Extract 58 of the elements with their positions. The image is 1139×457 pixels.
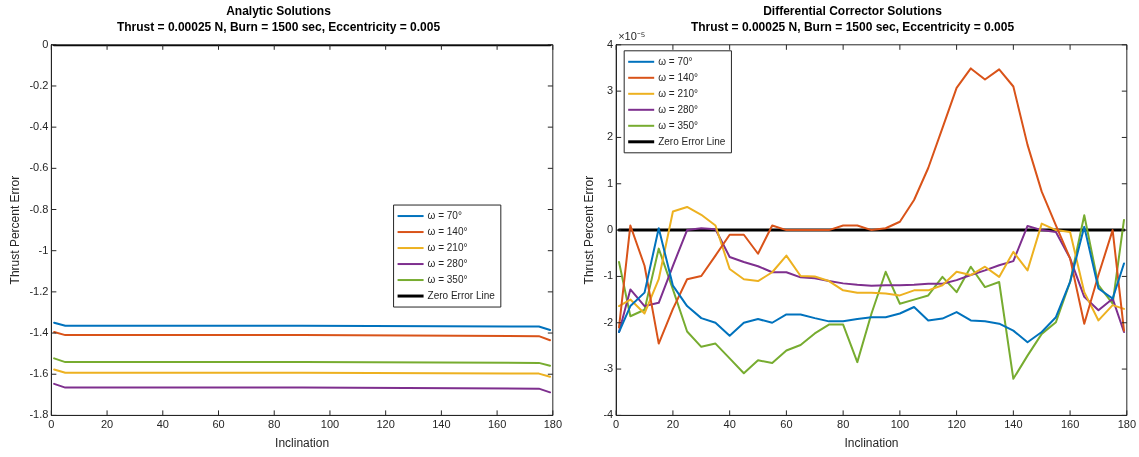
- legend-label: ω = 350°: [427, 273, 468, 285]
- legend-label: ω = 210°: [427, 241, 468, 253]
- y-tick-label: -1.6: [29, 367, 49, 380]
- x-tick-label: 80: [268, 418, 281, 431]
- x-tick-label: 140: [1004, 418, 1023, 431]
- legend-label: Zero Error Line: [427, 289, 496, 301]
- y-tick-label: -0.8: [29, 202, 49, 215]
- text: ×10⁻⁵: [618, 30, 646, 43]
- y-tick-label: 0: [607, 223, 614, 236]
- x-tick-label: 160: [487, 418, 507, 431]
- y-tick-label: -1.8: [29, 408, 49, 421]
- y-tick-label: -4: [603, 408, 614, 421]
- y-tick-label: 3: [607, 84, 614, 97]
- legend-label: ω = 210°: [658, 87, 699, 99]
- x-tick-label: 100: [320, 418, 340, 431]
- x-tick-label: 40: [723, 418, 736, 431]
- legend-label: Zero Error Line: [658, 135, 726, 147]
- x-tick-label: 40: [156, 418, 169, 431]
- y-tick-label: 0: [42, 37, 49, 50]
- y-tick-label: -1.4: [29, 326, 49, 339]
- x-tick-label: 120: [947, 418, 966, 431]
- y-tick-label: -2: [603, 315, 614, 328]
- x-tick-label: 20: [100, 418, 114, 431]
- x-axis-title: Inclination: [275, 436, 330, 451]
- legend-label: ω = 350°: [658, 119, 699, 131]
- x-axis-title: Inclination: [844, 436, 899, 451]
- x-tick-label: 120: [376, 418, 395, 431]
- legend-label: ω = 140°: [658, 71, 699, 83]
- x-tick-label: 60: [212, 418, 225, 431]
- x-tick-label: 180: [543, 418, 562, 431]
- chart-title: Analytic Solutions: [226, 3, 332, 18]
- legend-label: ω = 70°: [658, 55, 693, 67]
- x-tick-label: 180: [1117, 418, 1136, 431]
- legend-label: ω = 280°: [427, 257, 468, 269]
- y-tick-label: -1.2: [29, 284, 49, 297]
- x-tick-label: 140: [432, 418, 451, 431]
- legend-label: ω = 70°: [427, 209, 462, 221]
- x-tick-label: 80: [837, 418, 850, 431]
- legend-label: ω = 140°: [427, 225, 468, 237]
- y-axis-title: Thrust Percent Error: [7, 175, 22, 285]
- chart-subtitle: Thrust = 0.00025 N, Burn = 1500 sec, Eccentricity = 0.005: [690, 19, 1015, 34]
- y-tick-label: -1: [38, 243, 49, 256]
- y-tick-label: -0.4: [29, 120, 49, 133]
- y-tick-label: -1: [603, 269, 614, 282]
- x-tick-label: 100: [890, 418, 910, 431]
- chart-title: Differential Corrector Solutions: [763, 3, 943, 18]
- x-tick-label: 60: [780, 418, 793, 431]
- y-tick-label: 4: [607, 37, 614, 50]
- y-axis-title: Thrust Percent Error: [581, 175, 596, 285]
- y-tick-label: -3: [603, 362, 614, 375]
- y-tick-label: 2: [607, 130, 614, 143]
- y-tick-label: -0.6: [29, 161, 49, 174]
- y-tick-label: -0.2: [29, 79, 49, 92]
- y-tick-label: 1: [607, 176, 614, 189]
- x-tick-label: 160: [1060, 418, 1080, 431]
- legend-label: ω = 280°: [658, 103, 699, 115]
- x-tick-label: 20: [666, 418, 680, 431]
- chart-subtitle: Thrust = 0.00025 N, Burn = 1500 sec, Eccentricity = 0.005: [116, 19, 441, 34]
